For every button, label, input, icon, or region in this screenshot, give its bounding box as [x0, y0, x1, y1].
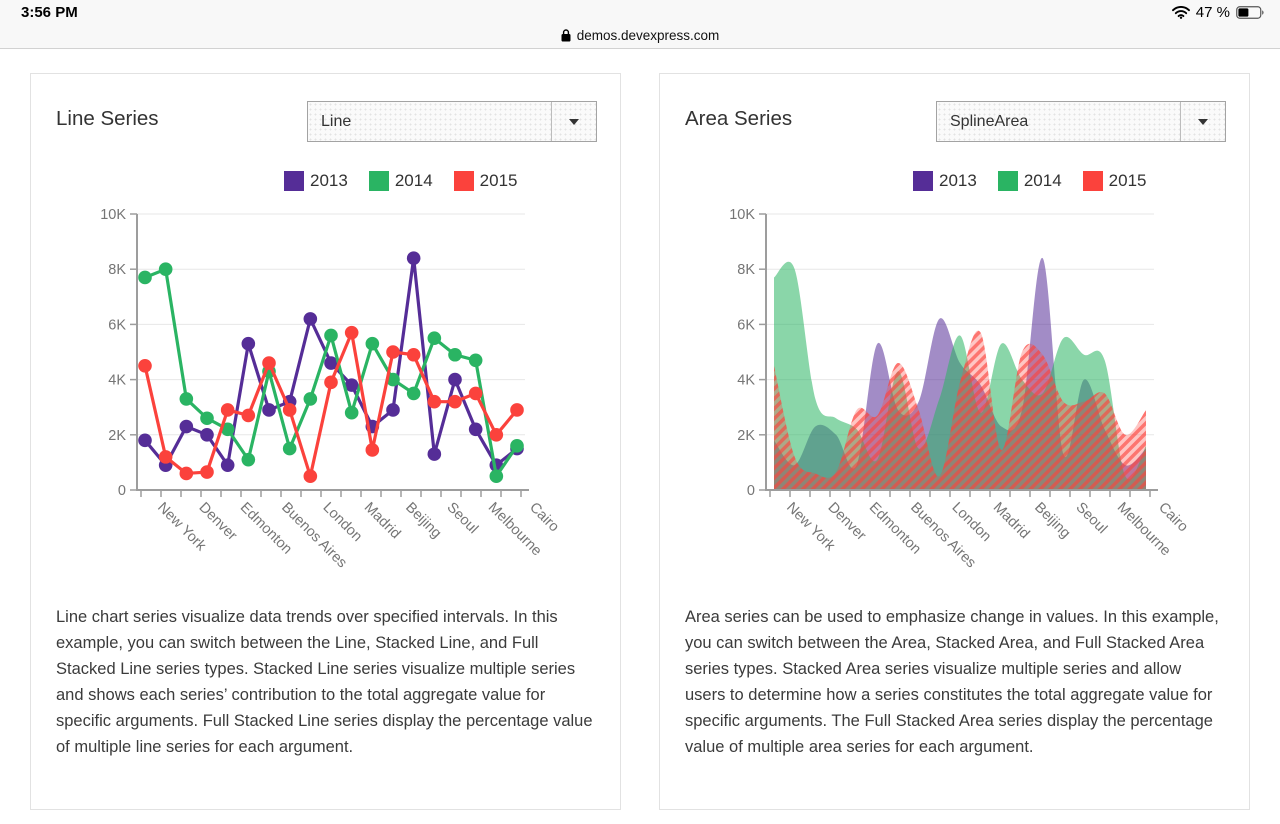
series-type-select[interactable]: Line: [307, 101, 597, 142]
url-text: demos.devexpress.com: [576, 28, 720, 43]
address-bar[interactable]: demos.devexpress.com: [0, 22, 1280, 49]
chevron-down-icon: [1198, 118, 1208, 125]
svg-text:Beijing: Beijing: [402, 500, 444, 542]
legend-label: 2013: [310, 171, 348, 190]
legend-item-2013: 2013: [913, 171, 977, 191]
legend-swatch-2015: [1082, 171, 1103, 191]
svg-text:10K: 10K: [100, 207, 126, 223]
legend-swatch-2014: [368, 171, 389, 191]
legend-swatch-2013: [913, 171, 933, 191]
chevron-down-icon: [569, 118, 579, 125]
svg-text:10K: 10K: [729, 207, 755, 223]
battery-percentage: 47 %: [1195, 4, 1230, 21]
legend-label: 2014: [394, 171, 433, 190]
svg-text:6K: 6K: [737, 317, 755, 333]
legend-label: 2013: [939, 171, 977, 190]
legend-label: 2014: [1023, 171, 1062, 190]
panel-title: Area Series: [685, 107, 793, 130]
svg-text:4K: 4K: [737, 373, 755, 389]
panel-description: Line chart series visualize data trends …: [56, 608, 593, 756]
svg-text:Cairo: Cairo: [526, 500, 562, 536]
svg-text:0: 0: [118, 483, 126, 499]
chart-legend: 2013 2014 2015: [284, 171, 517, 191]
svg-text:8K: 8K: [737, 262, 755, 278]
legend-swatch-2014: [997, 171, 1018, 191]
svg-text:2K: 2K: [737, 428, 755, 444]
svg-text:Madrid: Madrid: [361, 500, 404, 543]
legend-item-2014: 2014: [368, 171, 433, 191]
svg-text:Seoul: Seoul: [444, 500, 482, 538]
legend-item-2015: 2015: [1082, 171, 1147, 191]
panel-title: Line Series: [56, 107, 159, 130]
svg-text:4K: 4K: [108, 373, 126, 389]
svg-text:Cairo: Cairo: [1155, 500, 1191, 536]
legend-item-2015: 2015: [453, 171, 518, 191]
lock-icon: [561, 29, 571, 42]
series-type-select[interactable]: SplineArea: [936, 101, 1226, 142]
panel-description: Area series can be used to emphasize cha…: [685, 608, 1219, 756]
browser-topbar: 3:56 PM 47 % demos.devexpress.com: [0, 0, 1280, 49]
status-time: 3:56 PM: [21, 4, 78, 21]
battery-icon: [1236, 6, 1264, 19]
panel-area-series: Area Series SplineArea 2013 2014 2015 0 2…: [659, 73, 1250, 810]
dropdown-open-button[interactable]: [1180, 102, 1225, 141]
wifi-icon: [1171, 6, 1190, 19]
svg-text:Seoul: Seoul: [1073, 500, 1111, 538]
svg-text:Madrid: Madrid: [990, 500, 1033, 543]
chart-legend: 2013 2014 2015: [913, 171, 1146, 191]
legend-swatch-2013: [284, 171, 304, 191]
svg-text:8K: 8K: [108, 262, 126, 278]
status-icons: 47 %: [1171, 4, 1264, 21]
legend-label: 2015: [479, 171, 518, 190]
panel-line-series: Line Series Line 2013 2014 2015 0 2K 4K 6K 8…: [30, 73, 621, 810]
legend-label: 2015: [1108, 171, 1147, 190]
svg-text:Beijing: Beijing: [1031, 500, 1073, 542]
legend-swatch-2015: [453, 171, 474, 191]
series-type-value: Line: [321, 112, 352, 130]
svg-text:0: 0: [747, 483, 755, 499]
svg-text:6K: 6K: [108, 317, 126, 333]
svg-text:2K: 2K: [108, 428, 126, 444]
legend-item-2013: 2013: [284, 171, 348, 191]
legend-item-2014: 2014: [997, 171, 1062, 191]
series-type-value: SplineArea: [950, 112, 1029, 130]
dropdown-open-button[interactable]: [551, 102, 596, 141]
